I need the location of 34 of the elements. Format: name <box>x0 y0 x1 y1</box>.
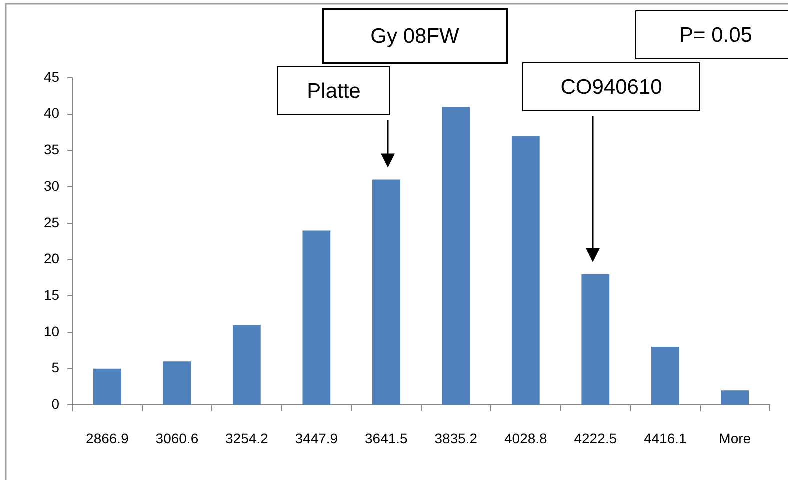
y-tick-label: 35 <box>44 142 60 158</box>
y-tick-label: 10 <box>44 323 60 340</box>
y-tick-label: 45 <box>44 68 60 85</box>
bar <box>582 274 610 405</box>
bar <box>721 390 750 405</box>
bar <box>651 347 680 405</box>
y-tick-label: 25 <box>44 214 60 230</box>
y-tick-label: 0 <box>52 396 60 412</box>
x-tick-label: 3641.5 <box>365 430 408 446</box>
bar <box>512 136 540 405</box>
bar <box>302 230 331 405</box>
y-tick-label: 20 <box>44 250 60 267</box>
x-tick-label: 2866.9 <box>86 430 130 446</box>
text: Gy 08FW <box>370 24 460 48</box>
x-tick-label: 3254.2 <box>226 430 269 446</box>
y-tick-label: 5 <box>52 360 60 376</box>
x-tick-label: 3447.9 <box>295 430 338 446</box>
x-tick-label: More <box>719 430 752 446</box>
x-tick-label: 3060.6 <box>156 430 199 446</box>
bar <box>163 362 192 405</box>
bar <box>372 180 400 405</box>
y-tick-label: 40 <box>44 105 60 122</box>
text: P= 0.05 <box>680 24 752 47</box>
x-tick-label: 3835.2 <box>434 430 478 446</box>
x-tick-label: 4028.8 <box>504 430 548 446</box>
y-tick-label: 30 <box>44 178 60 194</box>
x-tick-label: 4416.1 <box>644 430 688 446</box>
bar <box>442 107 470 405</box>
y-tick-label: 15 <box>44 286 60 303</box>
annotation: CO940610 <box>560 76 662 99</box>
annotation: Platte <box>307 80 361 103</box>
x-tick-label: 4222.5 <box>574 430 618 446</box>
bar <box>232 325 261 405</box>
bar <box>93 368 122 405</box>
